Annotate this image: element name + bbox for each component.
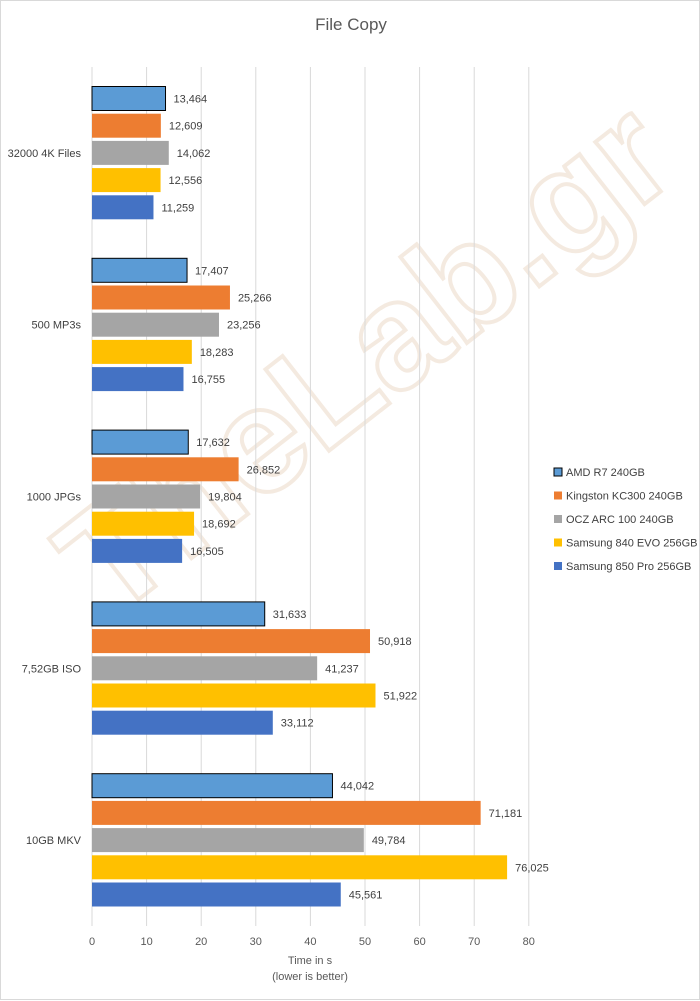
x-axis-note: (lower is better) bbox=[272, 971, 348, 983]
category-label: 7,52GB ISO bbox=[22, 663, 82, 675]
data-labels: 13,464 12,609 14,062 12,556 11,259 17,407 25,2… bbox=[161, 94, 548, 902]
category-label: 10GB MKV bbox=[26, 835, 82, 847]
data-label: 50,918 bbox=[378, 636, 412, 648]
bar-amd-r7-240gb-32000-4k-files bbox=[91, 86, 167, 111]
x-tick-labels: 0 10 20 30 40 50 60 70 80 bbox=[89, 936, 535, 948]
bar-ocz-arc-100-240gb-7-52gb-iso bbox=[92, 656, 318, 681]
data-label: 12,609 bbox=[169, 121, 203, 133]
data-label: 25,266 bbox=[238, 293, 272, 305]
category-labels: 32000 4K Files 500 MP3s 1000 JPGs 7,52GB IS… bbox=[8, 148, 82, 847]
x-tick-label: 0 bbox=[89, 936, 95, 948]
x-axis-label: Time in s bbox=[288, 955, 333, 967]
data-label: 76,025 bbox=[515, 862, 549, 874]
legend-swatch-amd-r7-240gb bbox=[553, 467, 563, 477]
bar-samsung-840-evo-256gb-1000-jpgs bbox=[92, 511, 195, 536]
bar-kingston-kc300-240gb-10gb-mkv bbox=[92, 800, 481, 825]
bar-amd-r7-240gb-7-52gb-iso bbox=[91, 601, 266, 627]
bar-samsung-840-evo-256gb-500-mp3s bbox=[92, 339, 192, 364]
data-label: 71,181 bbox=[489, 808, 523, 820]
bar-amd-r7-240gb-500-mp3s bbox=[91, 257, 188, 283]
data-label: 19,804 bbox=[208, 492, 242, 504]
bar-ocz-arc-100-240gb-32000-4k-files bbox=[92, 140, 169, 165]
data-label: 12,556 bbox=[169, 175, 203, 187]
x-tick-label: 40 bbox=[304, 936, 316, 948]
legend-label-kingston-kc300-240gb: Kingston KC300 240GB bbox=[566, 491, 683, 503]
data-label: 49,784 bbox=[372, 835, 406, 847]
data-label: 18,283 bbox=[200, 347, 234, 359]
data-label: 26,852 bbox=[247, 464, 281, 476]
legend-label-samsung-850-pro-256gb: Samsung 850 Pro 256GB bbox=[566, 561, 691, 573]
chart-title: File Copy bbox=[315, 15, 387, 34]
data-label: 33,112 bbox=[281, 718, 314, 730]
x-tick-label: 70 bbox=[468, 936, 480, 948]
legend-swatch-kingston-kc300-240gb bbox=[554, 491, 562, 500]
data-label: 17,632 bbox=[196, 437, 230, 449]
data-label: 16,505 bbox=[190, 546, 224, 558]
bar-kingston-kc300-240gb-32000-4k-files bbox=[92, 113, 161, 138]
x-tick-label: 60 bbox=[413, 936, 425, 948]
bar-ocz-arc-100-240gb-1000-jpgs bbox=[92, 484, 201, 509]
bar-kingston-kc300-240gb-500-mp3s bbox=[92, 285, 230, 310]
bar-samsung-850-pro-256gb-500-mp3s bbox=[92, 367, 184, 392]
bar-samsung-850-pro-256gb-7-52gb-iso bbox=[92, 710, 273, 735]
bar-amd-r7-240gb-10gb-mkv bbox=[91, 773, 333, 799]
data-label: 41,237 bbox=[325, 663, 359, 675]
category-label: 500 MP3s bbox=[31, 320, 81, 332]
bar-kingston-kc300-240gb-1000-jpgs bbox=[92, 457, 239, 482]
data-label: 11,259 bbox=[161, 202, 194, 214]
bar-samsung-850-pro-256gb-10gb-mkv bbox=[92, 882, 341, 907]
data-label: 51,922 bbox=[383, 691, 417, 703]
bar-amd-r7-240gb-1000-jpgs bbox=[91, 429, 189, 455]
data-label: 23,256 bbox=[227, 320, 261, 332]
legend-swatch-ocz-arc-100-240gb bbox=[554, 515, 562, 523]
x-tick-label: 20 bbox=[195, 936, 207, 948]
x-tick-label: 10 bbox=[140, 936, 152, 948]
category-label: 1000 JPGs bbox=[27, 492, 82, 504]
data-label: 14,062 bbox=[177, 148, 211, 160]
category-label: 32000 4K Files bbox=[8, 148, 82, 160]
bar-samsung-850-pro-256gb-32000-4k-files bbox=[92, 195, 154, 220]
legend: AMD R7 240GB Kingston KC300 240GB OCZ ARC … bbox=[553, 467, 697, 573]
legend-swatch-samsung-850-pro-256gb bbox=[554, 562, 562, 570]
bar-kingston-kc300-240gb-7-52gb-iso bbox=[92, 629, 371, 654]
data-label: 31,633 bbox=[273, 609, 307, 621]
bar-ocz-arc-100-240gb-10gb-mkv bbox=[92, 828, 364, 853]
x-tick-label: 50 bbox=[359, 936, 371, 948]
bar-ocz-arc-100-240gb-500-mp3s bbox=[92, 312, 219, 337]
bar-samsung-840-evo-256gb-10gb-mkv bbox=[92, 855, 508, 880]
bars bbox=[91, 86, 508, 907]
x-tick-label: 30 bbox=[250, 936, 262, 948]
data-label: 44,042 bbox=[340, 781, 374, 793]
data-label: 17,407 bbox=[195, 265, 229, 277]
data-label: 18,692 bbox=[202, 519, 236, 531]
data-label: 13,464 bbox=[174, 94, 208, 106]
bar-samsung-840-evo-256gb-32000-4k-files bbox=[92, 168, 161, 193]
data-label: 45,561 bbox=[349, 890, 383, 902]
data-label: 16,755 bbox=[191, 374, 225, 386]
legend-label-samsung-840-evo-256gb: Samsung 840 EVO 256GB bbox=[566, 538, 697, 550]
legend-label-amd-r7-240gb: AMD R7 240GB bbox=[566, 467, 645, 479]
x-tick-label: 80 bbox=[523, 936, 535, 948]
legend-swatch-samsung-840-evo-256gb bbox=[554, 538, 562, 547]
bar-samsung-850-pro-256gb-1000-jpgs bbox=[92, 538, 183, 563]
bar-samsung-840-evo-256gb-7-52gb-iso bbox=[92, 683, 376, 708]
legend-label-ocz-arc-100-240gb: OCZ ARC 100 240GB bbox=[566, 514, 674, 526]
